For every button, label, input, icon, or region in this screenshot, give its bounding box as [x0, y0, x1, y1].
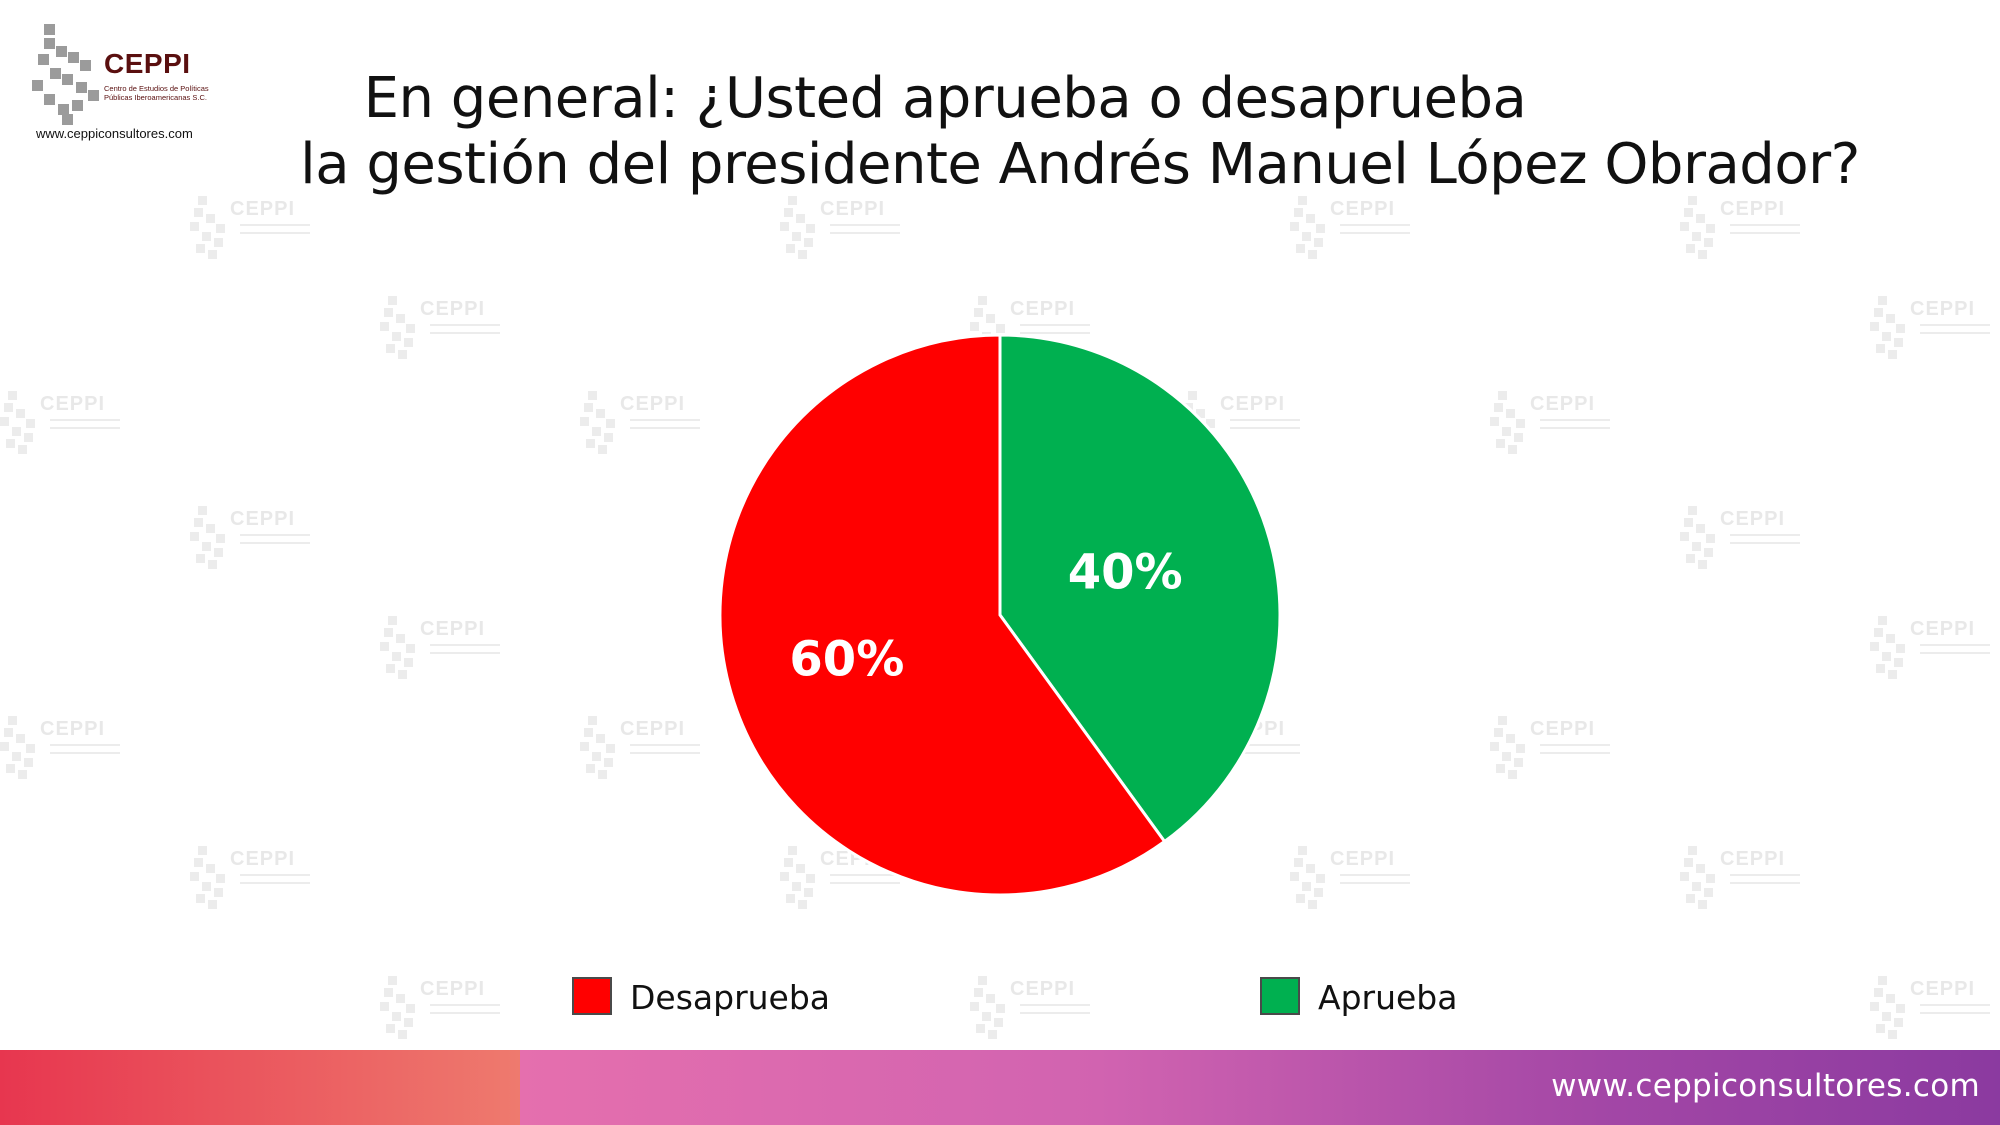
data-label-desaprueba: 60%	[789, 631, 904, 687]
legend-swatch-aprueba	[1260, 977, 1300, 1015]
chart-title-line2: la gestión del presidente Andrés Manuel …	[300, 132, 1860, 197]
pie-chart: 40% 60%	[718, 333, 1282, 897]
data-label-aprueba: 40%	[1068, 545, 1183, 601]
pie-slice-aprueba	[998, 333, 1282, 844]
logo-name: CEPPI	[104, 48, 191, 79]
chart-title: En general: ¿Usted aprueba o desaprueba …	[200, 66, 1960, 198]
pie-slice-desaprueba	[718, 333, 1167, 897]
legend-label-desaprueba: Desaprueba	[630, 978, 831, 1017]
footer-bar: www.ceppiconsultores.com	[0, 1050, 2000, 1125]
ceppi-logo: CEPPI Centro de Estudios de Políticas Pú…	[32, 24, 232, 144]
footer-url: www.ceppiconsultores.com	[1551, 1068, 1980, 1104]
chart-title-line1: En general: ¿Usted aprueba o desaprueba	[363, 66, 1527, 131]
logo-url: www.ceppiconsultores.com	[36, 126, 193, 141]
legend-label-aprueba: Aprueba	[1318, 978, 1458, 1017]
legend-swatch-desaprueba	[572, 977, 612, 1015]
logo-subtitle: Centro de Estudios de Políticas Públicas…	[104, 84, 209, 102]
